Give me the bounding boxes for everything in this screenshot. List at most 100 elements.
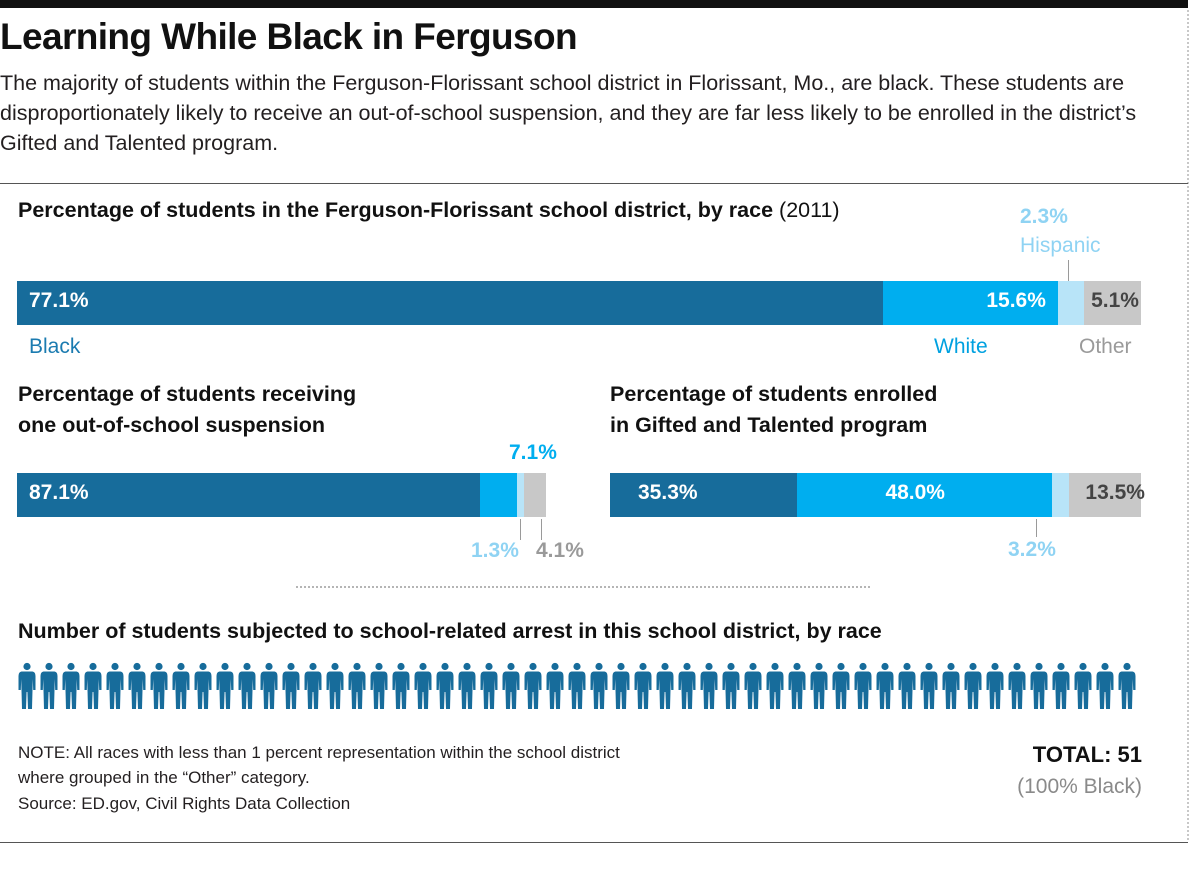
person-icon — [128, 662, 146, 709]
total-sub: (100% Black) — [1017, 775, 1142, 798]
person-icon — [370, 662, 388, 709]
person-icon — [40, 662, 58, 709]
person-icon — [1052, 662, 1070, 709]
person-icon — [106, 662, 124, 709]
chart3-value-white: 48.0% — [885, 481, 945, 504]
chart1-label-black: Black — [29, 335, 81, 358]
chart3-title-line2: in Gifted and Talented program — [610, 413, 928, 437]
person-icon — [1096, 662, 1114, 709]
chart2-seg-white — [479, 473, 518, 517]
chart1-seg-black: 77.1% — [17, 281, 883, 325]
chart1-label-white: White — [934, 335, 988, 358]
chart1-bar: 77.1% 15.6% 5.1% — [17, 281, 1141, 325]
chart2-title-line2: one out-of-school suspension — [18, 413, 325, 437]
person-icon — [898, 662, 916, 709]
dek: The majority of students within the Ferg… — [0, 71, 1137, 155]
person-icon — [348, 662, 366, 709]
person-icon — [810, 662, 828, 709]
person-icon — [876, 662, 894, 709]
chart3-bar: 35.3% 48.0% 13.5% — [610, 473, 1145, 517]
person-icon — [502, 662, 520, 709]
section-divider — [0, 183, 1188, 184]
chart2-value-hispanic: 1.3% — [471, 539, 519, 562]
person-icon — [634, 662, 652, 709]
chart3-seg-other: 13.5% — [1069, 473, 1145, 517]
person-icon — [744, 662, 762, 709]
total-label: TOTAL: 51 — [1032, 742, 1142, 767]
chart3-seg-black: 35.3% — [610, 473, 798, 517]
chart1-value-other: 5.1% — [1091, 289, 1139, 312]
chart2-seg-black: 87.1% — [17, 473, 480, 517]
chart1-title-text: Percentage of students in the Ferguson-F… — [18, 198, 774, 222]
chart3-value-other: 13.5% — [1085, 481, 1145, 504]
arrest-pictogram — [18, 662, 1136, 710]
person-icon — [18, 662, 36, 709]
person-icon — [986, 662, 1004, 709]
person-icon — [304, 662, 322, 709]
chart3-value-black: 35.3% — [638, 481, 698, 504]
chart3-title: Percentage of students enrolled in Gifted… — [610, 379, 937, 441]
chart2-bar: 87.1% — [17, 473, 546, 517]
chart2-hispanic-leader — [520, 519, 521, 540]
person-icon — [722, 662, 740, 709]
chart2-seg-other — [524, 473, 546, 517]
person-icon — [788, 662, 806, 709]
chart3-seg-white: 48.0% — [797, 473, 1053, 517]
chart1-seg-other: 5.1% — [1083, 281, 1141, 325]
person-icon — [678, 662, 696, 709]
person-icon — [1074, 662, 1092, 709]
top-rule — [0, 0, 1188, 8]
person-icon — [766, 662, 784, 709]
person-icon — [194, 662, 212, 709]
person-icon — [524, 662, 542, 709]
person-icon — [964, 662, 982, 709]
person-icon — [84, 662, 102, 709]
chart2-value-white: 7.1% — [509, 441, 557, 464]
person-icon — [1030, 662, 1048, 709]
dotted-divider — [296, 586, 870, 588]
chart1-value-black: 77.1% — [29, 289, 89, 312]
person-icon — [150, 662, 168, 709]
bottom-rule — [0, 842, 1188, 843]
person-icon — [216, 662, 234, 709]
chart2-other-leader — [541, 519, 542, 540]
chart3-seg-hispanic — [1052, 473, 1070, 517]
chart3-hispanic-leader — [1036, 519, 1037, 537]
chart1-value-hispanic: 2.3% — [1020, 205, 1068, 228]
person-icon — [62, 662, 80, 709]
chart1-label-other: Other — [1079, 335, 1132, 358]
person-icon — [172, 662, 190, 709]
person-icon — [1008, 662, 1026, 709]
person-icon — [656, 662, 674, 709]
note: NOTE: All races with less than 1 percent… — [18, 743, 620, 787]
chart2-title: Percentage of students receiving one out-… — [18, 379, 356, 441]
person-icon — [612, 662, 630, 709]
chart1-seg-white: 15.6% — [882, 281, 1058, 325]
person-icon — [414, 662, 432, 709]
person-icon — [458, 662, 476, 709]
person-icon — [326, 662, 344, 709]
chart2-seg-hispanic — [517, 473, 525, 517]
chart1-value-white: 15.6% — [986, 289, 1046, 312]
chart1-year: (2011) — [779, 198, 840, 222]
person-icon — [832, 662, 850, 709]
person-icon — [436, 662, 454, 709]
person-icon — [238, 662, 256, 709]
chart2-value-black: 87.1% — [29, 481, 89, 504]
chart1-title: Percentage of students in the Ferguson-F… — [18, 195, 840, 226]
person-icon — [590, 662, 608, 709]
person-icon — [568, 662, 586, 709]
person-icon — [282, 662, 300, 709]
source: Source: ED.gov, Civil Rights Data Collec… — [18, 794, 351, 813]
right-dotted-rule — [1187, 10, 1189, 840]
person-icon — [700, 662, 718, 709]
person-icon — [854, 662, 872, 709]
person-icon — [260, 662, 278, 709]
person-icon — [480, 662, 498, 709]
chart3-value-hispanic: 3.2% — [1008, 538, 1056, 561]
person-icon — [546, 662, 564, 709]
chart1-seg-hispanic — [1057, 281, 1084, 325]
person-icon — [920, 662, 938, 709]
chart2-value-other: 4.1% — [536, 539, 584, 562]
chart3-title-line1: Percentage of students enrolled — [610, 382, 938, 406]
